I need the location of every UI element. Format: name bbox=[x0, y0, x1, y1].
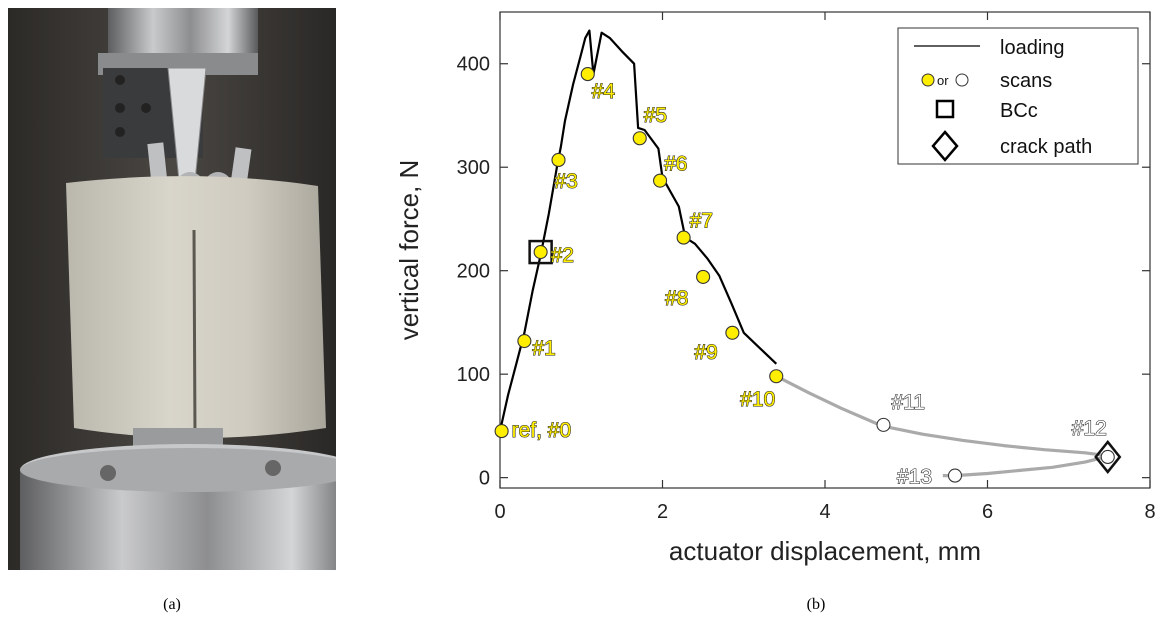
crack-path-marker-diamond bbox=[1094, 439, 1122, 474]
scan-marker bbox=[494, 424, 509, 439]
y-tick-label: 0 bbox=[479, 468, 490, 490]
y-tick-label: 400 bbox=[457, 54, 490, 76]
axis-ticks: 0 2 4 6 8 0 100 200 300 400 bbox=[457, 12, 1156, 523]
legend-crack-path-label: crack path bbox=[1000, 136, 1092, 158]
scan-marker bbox=[696, 269, 711, 284]
x-tick-label: 8 bbox=[1144, 501, 1155, 523]
legend-or-text: or bbox=[937, 73, 949, 88]
legend-diamond-icon bbox=[931, 130, 959, 162]
loading-series bbox=[498, 29, 778, 432]
scan-label: #13 bbox=[897, 466, 932, 489]
legend-yellow-circle-icon bbox=[921, 73, 935, 87]
x-tick-label: 2 bbox=[657, 501, 668, 523]
caption-a: (a) bbox=[163, 596, 181, 613]
scan-label: #3 bbox=[555, 170, 578, 193]
x-axis-title: actuator displacement, mm bbox=[669, 536, 981, 566]
scan-label: #11 bbox=[892, 391, 925, 414]
y-axis-title: vertical force, N bbox=[394, 160, 424, 341]
x-tick-label: 4 bbox=[819, 501, 830, 523]
scan-marker bbox=[632, 131, 647, 146]
scan-label: #7 bbox=[690, 210, 713, 233]
scan-label: #9 bbox=[694, 341, 717, 364]
legend-white-circle-icon bbox=[955, 73, 969, 87]
scan-marker bbox=[551, 152, 566, 168]
legend-bcc-label: BCc bbox=[1000, 100, 1038, 122]
scan-label: #5 bbox=[644, 104, 667, 127]
scan-label: #12 bbox=[1072, 417, 1107, 440]
scan-label: #1 bbox=[532, 337, 555, 360]
scan-label: #8 bbox=[665, 287, 688, 310]
y-tick-label: 200 bbox=[457, 261, 490, 283]
y-tick-label: 100 bbox=[457, 364, 490, 386]
y-tick-label: 300 bbox=[457, 157, 490, 179]
specimen-photo-drawing bbox=[8, 8, 336, 570]
x-tick-label: 0 bbox=[494, 501, 505, 523]
scan-label: #10 bbox=[740, 388, 775, 411]
scan-label: #4 bbox=[592, 80, 616, 103]
scan-marker bbox=[580, 67, 595, 82]
scan-label: ref, #0 bbox=[512, 419, 572, 442]
caption-b: (b) bbox=[806, 596, 826, 613]
bcc-marker-square bbox=[528, 239, 553, 265]
scan-markers bbox=[494, 67, 1122, 483]
unloading-curve bbox=[775, 374, 1111, 478]
scan-marker bbox=[725, 325, 740, 340]
x-tick-label: 6 bbox=[982, 501, 993, 523]
legend-square-icon bbox=[935, 99, 955, 119]
legend-scans-label: scans bbox=[1000, 70, 1052, 92]
scan-label: #2 bbox=[551, 244, 574, 267]
scan-marker bbox=[517, 334, 532, 349]
scan-marker bbox=[653, 173, 668, 188]
scan-marker bbox=[947, 468, 963, 483]
specimen-photo bbox=[8, 8, 336, 570]
legend-loading-label: loading bbox=[1000, 37, 1065, 59]
unloading-series bbox=[775, 374, 1111, 478]
scan-label: #6 bbox=[664, 153, 687, 176]
scan-marker bbox=[769, 369, 784, 384]
scan-marker bbox=[533, 245, 548, 260]
scan-marker bbox=[876, 417, 891, 432]
force-displacement-chart: 0 2 4 6 8 0 100 200 300 400 ref, #0 #1 #2 #3 #4 #5 #6 #7… bbox=[394, 11, 1156, 566]
scan-marker bbox=[676, 230, 691, 245]
loading-curve bbox=[498, 29, 778, 432]
legend: loading or scans BCc crack path bbox=[897, 27, 1139, 165]
scan-labels: ref, #0 #1 #2 #3 #4 #5 #6 #7 #8 #9 #10 #11 #12 #13 bbox=[511, 80, 1107, 490]
scan-marker bbox=[1100, 449, 1115, 465]
